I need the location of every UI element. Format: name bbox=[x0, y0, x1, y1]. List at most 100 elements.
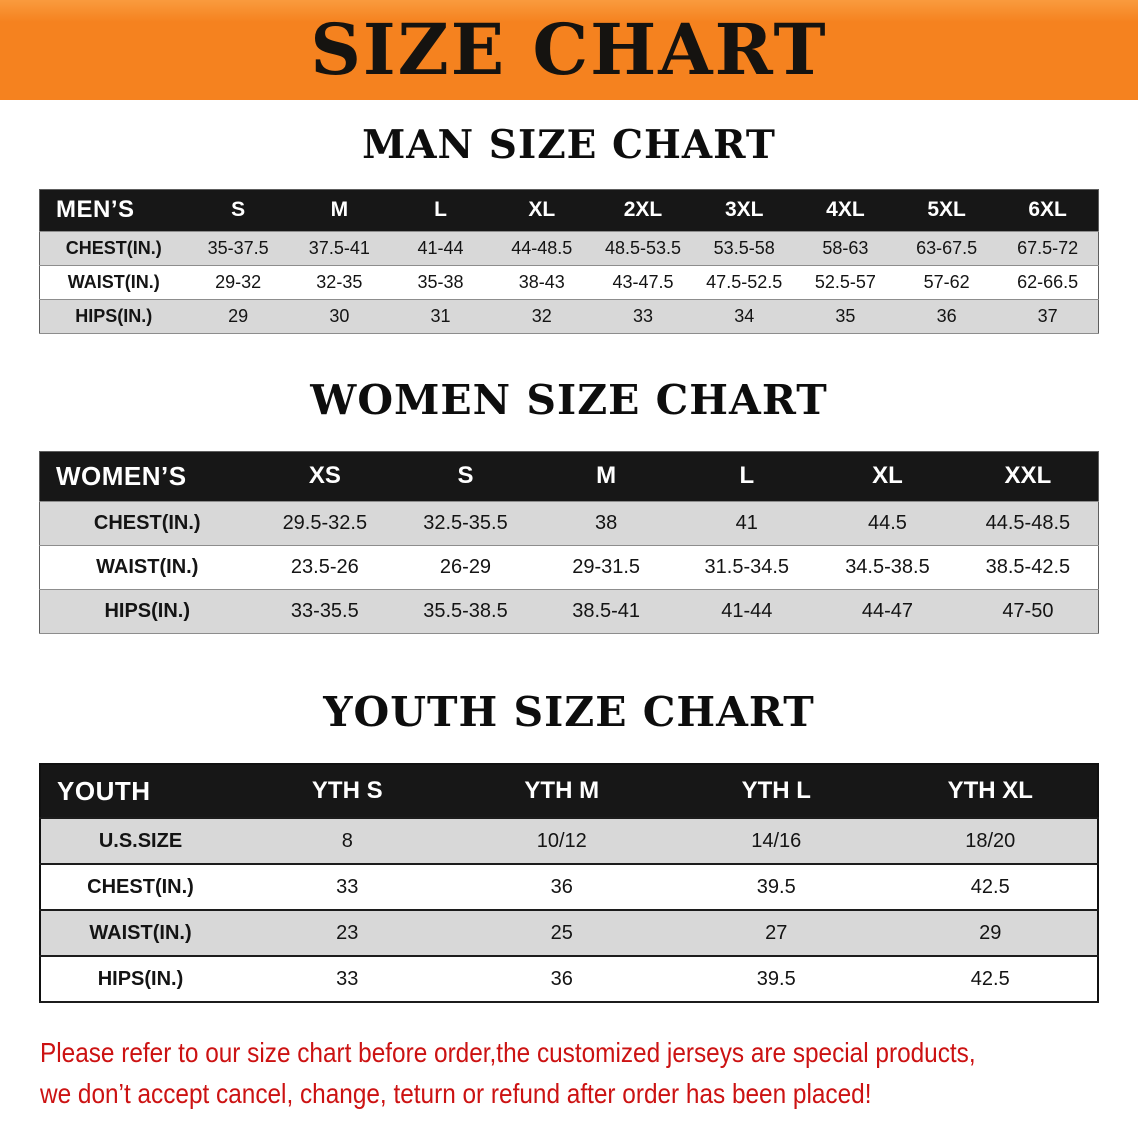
size-value-cell: 35 bbox=[835, 305, 856, 326]
size-value-cell: 37 bbox=[1037, 305, 1058, 326]
size-column-header: 4XL bbox=[794, 189, 897, 232]
size-value-cell: 34 bbox=[734, 305, 755, 326]
measurement-row: WAIST(IN.) 29-32 32-35 35-38 38-43 43-47.5 47.… bbox=[39, 265, 1099, 300]
size-column-header: XS bbox=[254, 451, 396, 502]
size-value-cell: 58-63 bbox=[822, 237, 869, 258]
size-value-cell: 33-35.5 bbox=[290, 599, 359, 622]
size-value-cell: 8 bbox=[341, 829, 353, 852]
size-column-header: M bbox=[535, 451, 677, 502]
size-value-cell: 44.5-48.5 bbox=[985, 511, 1071, 534]
size-value-cell: 62-66.5 bbox=[1017, 271, 1079, 292]
size-value-cell: 38.5-42.5 bbox=[985, 555, 1071, 578]
row-label-cell: WAIST(IN.) bbox=[96, 555, 199, 578]
size-value-cell: 26-29 bbox=[439, 555, 492, 578]
size-value-cell: 38 bbox=[595, 511, 618, 534]
size-value-cell: 47-50 bbox=[1002, 599, 1054, 622]
row-label-cell: HIPS(IN.) bbox=[97, 967, 184, 990]
size-value-cell: 31.5-34.5 bbox=[704, 555, 790, 578]
size-value-cell: 44.5 bbox=[867, 511, 907, 534]
size-value-cell: 39.5 bbox=[756, 875, 796, 898]
size-value-cell: 41-44 bbox=[721, 599, 773, 622]
size-value-cell: 41-44 bbox=[417, 237, 464, 258]
table-title-cell: YOUTH bbox=[40, 764, 240, 819]
measurement-row: WAIST(IN.) 23 25 27 29 bbox=[40, 910, 1098, 957]
disclaimer-line-1: Please refer to our size chart before or… bbox=[40, 1037, 976, 1069]
size-value-cell: 33 bbox=[336, 875, 359, 898]
size-column-header: S bbox=[395, 451, 536, 502]
measurement-row: HIPS(IN.) 33-35.5 35.5-38.5 38.5-41 41-44 44-… bbox=[39, 589, 1099, 634]
size-value-cell: 29 bbox=[228, 305, 249, 326]
disclaimer-text: Please refer to our size chart before or… bbox=[0, 1033, 1138, 1114]
size-value-cell: 31 bbox=[430, 305, 451, 326]
size-value-cell: 25 bbox=[550, 921, 573, 944]
size-value-cell: 42.5 bbox=[970, 875, 1010, 898]
table-header-row: YOUTH YTH S YTH M YTH L YTH XL bbox=[40, 764, 1098, 819]
row-label-cell: WAIST(IN.) bbox=[67, 271, 160, 292]
row-label-cell: CHEST(IN.) bbox=[87, 875, 194, 898]
size-value-cell: 67.5-72 bbox=[1017, 237, 1079, 258]
size-value-cell: 29-32 bbox=[215, 271, 262, 292]
size-value-cell: 57-62 bbox=[923, 271, 970, 292]
size-value-cell: 27 bbox=[765, 921, 788, 944]
size-value-cell: 10/12 bbox=[536, 829, 587, 852]
women-section-heading: WOMEN SIZE CHART bbox=[310, 375, 828, 424]
size-value-cell: 35-37.5 bbox=[207, 237, 269, 258]
measurement-row: CHEST(IN.) 33 36 39.5 42.5 bbox=[40, 864, 1098, 911]
size-value-cell: 32.5-35.5 bbox=[423, 511, 508, 534]
size-value-cell: 36 bbox=[936, 305, 957, 326]
size-value-cell: 63-67.5 bbox=[916, 237, 978, 258]
size-value-cell: 18/20 bbox=[965, 829, 1016, 852]
size-value-cell: 32-35 bbox=[316, 271, 363, 292]
size-column-header: XXL bbox=[957, 451, 1099, 502]
size-column-header: S bbox=[187, 189, 289, 232]
size-value-cell: 30 bbox=[329, 305, 350, 326]
size-value-cell: 44-47 bbox=[861, 599, 914, 622]
size-value-cell: 36 bbox=[550, 967, 573, 990]
size-value-cell: 53.5-58 bbox=[713, 237, 775, 258]
size-column-header: YTH L bbox=[669, 764, 884, 819]
size-value-cell: 29 bbox=[979, 921, 1002, 944]
row-label-cell: WAIST(IN.) bbox=[89, 921, 192, 944]
size-value-cell: 32 bbox=[531, 305, 552, 326]
table-header-row: MEN’S S M L XL 2XL 3XL 4XL 5XL 6XL bbox=[39, 189, 1099, 232]
row-label-cell: CHEST(IN.) bbox=[93, 511, 201, 534]
size-value-cell: 34.5-38.5 bbox=[845, 555, 930, 578]
size-value-cell: 52.5-57 bbox=[814, 271, 876, 292]
size-column-header: 5XL bbox=[896, 189, 998, 232]
size-value-cell: 48.5-53.5 bbox=[604, 237, 682, 258]
table-title-cell: WOMEN’S bbox=[39, 451, 255, 502]
size-column-header: 2XL bbox=[592, 189, 694, 232]
measurement-row: U.S.SIZE 8 10/12 14/16 18/20 bbox=[40, 818, 1098, 865]
size-value-cell: 47.5-52.5 bbox=[706, 271, 783, 292]
size-column-header: 3XL bbox=[693, 189, 795, 232]
measurement-row: CHEST(IN.) 35-37.5 37.5-41 41-44 44-48.5 48.5… bbox=[39, 231, 1099, 266]
size-column-header: YTH S bbox=[240, 764, 455, 819]
measurement-row: HIPS(IN.) 29 30 31 32 33 34 35 36 37 bbox=[39, 299, 1099, 334]
row-label-cell: CHEST(IN.) bbox=[65, 237, 162, 258]
size-value-cell: 35.5-38.5 bbox=[423, 599, 508, 622]
size-column-header: XL bbox=[817, 451, 958, 502]
size-value-cell: 41 bbox=[735, 511, 758, 534]
size-value-cell: 33 bbox=[632, 305, 653, 326]
size-column-header: M bbox=[288, 189, 390, 232]
size-value-cell: 33 bbox=[336, 967, 359, 990]
measurement-row: HIPS(IN.) 33 36 39.5 42.5 bbox=[40, 956, 1098, 1003]
measurement-row: CHEST(IN.) 29.5-32.5 32.5-35.5 38 41 44.5 44.5… bbox=[39, 501, 1099, 546]
size-value-cell: 36 bbox=[550, 875, 573, 898]
youth-size-table: YOUTH YTH S YTH M YTH L YTH XL U.S.SIZE 8 10/12… bbox=[39, 763, 1099, 1004]
size-column-header: XL bbox=[491, 189, 593, 232]
disclaimer-line-2: we don’t accept cancel, change, teturn o… bbox=[40, 1077, 872, 1109]
size-column-header: L bbox=[676, 451, 818, 502]
men-size-table: MEN’S S M L XL 2XL 3XL 4XL 5XL 6XL CHEST(IN.) 35-37… bbox=[39, 188, 1099, 334]
size-value-cell: 29.5-32.5 bbox=[282, 511, 368, 534]
table-header-row: WOMEN’S XS S M L XL XXL bbox=[39, 451, 1099, 502]
measurement-row: WAIST(IN.) 23.5-26 26-29 29-31.5 31.5-34.5 34… bbox=[39, 545, 1099, 590]
size-value-cell: 39.5 bbox=[756, 967, 796, 990]
size-value-cell: 14/16 bbox=[751, 829, 802, 852]
size-value-cell: 38.5-41 bbox=[572, 599, 641, 622]
size-column-header: 6XL bbox=[997, 189, 1099, 232]
size-value-cell: 44-48.5 bbox=[511, 237, 573, 258]
banner-title: SIZE CHART bbox=[310, 8, 828, 91]
size-value-cell: 43-47.5 bbox=[612, 271, 674, 292]
size-value-cell: 38-43 bbox=[518, 271, 565, 292]
